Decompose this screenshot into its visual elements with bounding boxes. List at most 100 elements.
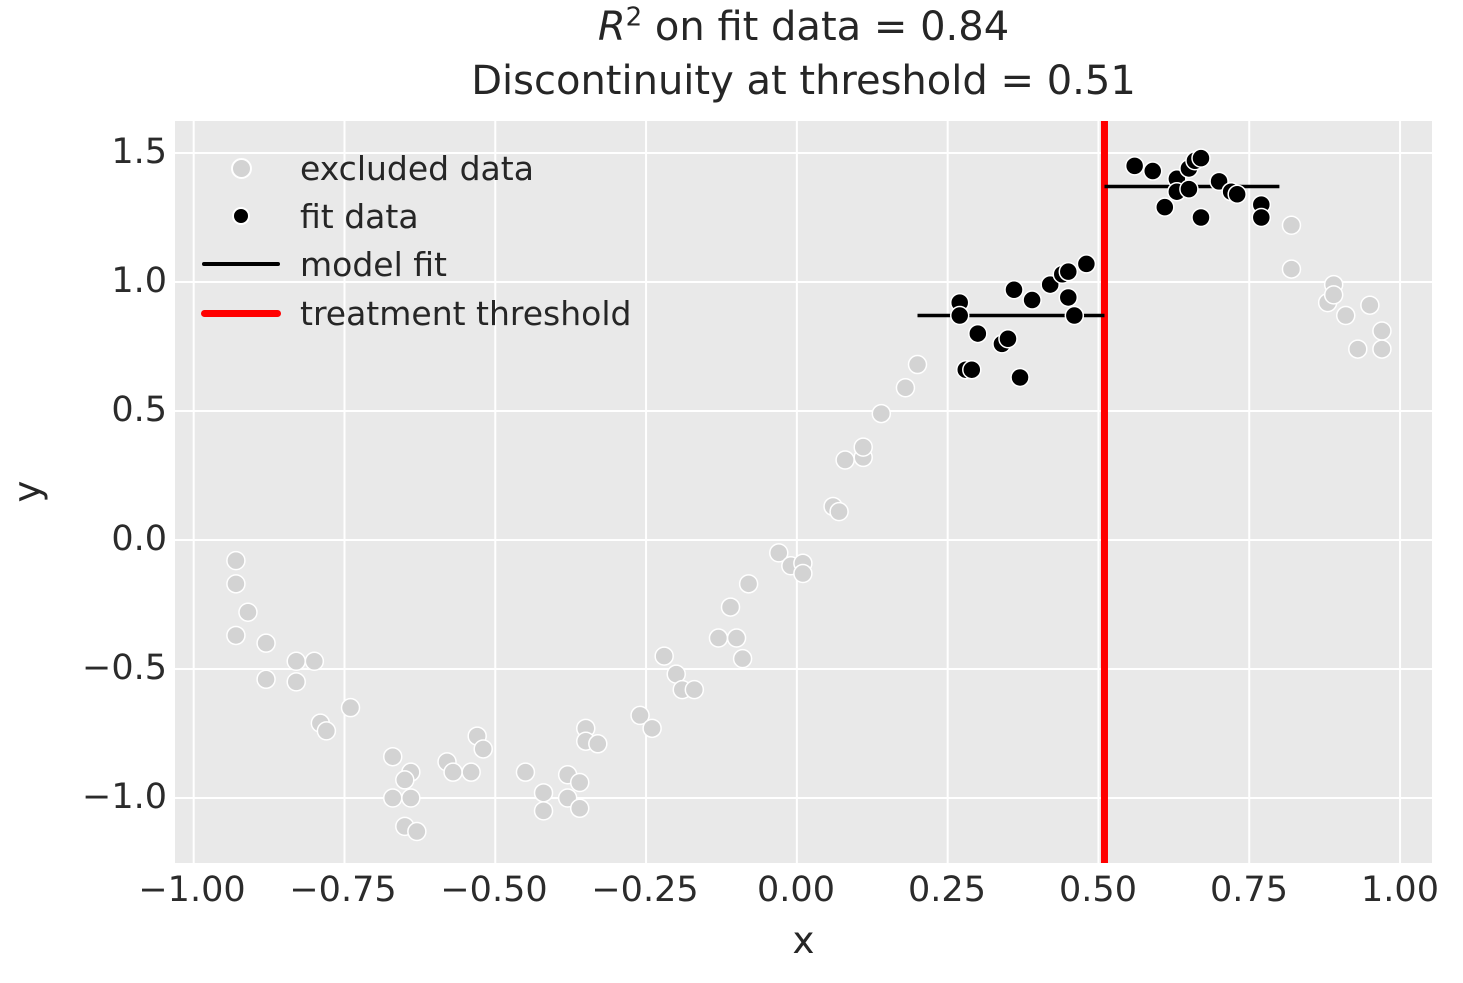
excluded-data-point: [256, 633, 276, 653]
excluded-data-point: [1323, 285, 1344, 305]
excluded-data-point: [533, 783, 554, 803]
y-tick-label: 1.5: [111, 132, 167, 172]
excluded-data-point: [1348, 339, 1368, 359]
excluded-data-point: [226, 625, 246, 646]
excluded-data-point: [1281, 215, 1302, 235]
treatment-threshold-line-icon: [201, 309, 281, 317]
excluded-data-point: [1281, 259, 1302, 279]
legend-item-excluded-data: excluded data: [198, 147, 534, 189]
excluded-data-point: [515, 762, 536, 782]
excluded-data-point: [382, 788, 403, 808]
excluded-data-point: [256, 669, 276, 690]
excluded-data-point: [533, 801, 554, 821]
excluded-data-point: [238, 602, 258, 622]
excluded-data-point: [1360, 295, 1380, 315]
fit-data-point: [1124, 156, 1145, 176]
excluded-data-point: [829, 501, 849, 522]
excluded-data-point: [907, 354, 928, 375]
y-axis-label: y: [5, 480, 49, 503]
legend-label: model fit: [300, 244, 447, 284]
excluded-data-point: [630, 705, 650, 726]
legend-item-treatment-threshold: treatment threshold: [198, 292, 631, 334]
x-tick-label: −0.50: [440, 870, 548, 910]
excluded-data-point: [708, 628, 729, 648]
excluded-data-point: [732, 648, 753, 669]
excluded-data-marker-icon: [230, 157, 252, 179]
fit-data-point: [1227, 184, 1247, 205]
excluded-data-point: [569, 798, 590, 819]
fit-data-point: [1058, 287, 1079, 308]
legend-swatch-box: [198, 157, 284, 179]
title-line1-text: on fit data = 0.84: [642, 4, 1010, 50]
fit-data-marker-icon: [232, 207, 250, 225]
fit-data-point: [998, 328, 1018, 349]
excluded-data-point: [871, 403, 892, 424]
model-fit-line-icon: [202, 262, 280, 266]
excluded-data-point: [895, 378, 916, 398]
excluded-data-point: [401, 788, 421, 808]
fit-data-point: [1142, 161, 1163, 181]
legend-label: treatment threshold: [300, 293, 632, 333]
excluded-data-point: [443, 762, 463, 782]
excluded-data-point: [1372, 321, 1392, 341]
excluded-data-point: [642, 718, 662, 739]
fit-data-point: [1179, 179, 1199, 199]
x-axis-label: x: [792, 919, 815, 962]
plot-area: [175, 121, 1432, 863]
fit-data-point: [1191, 148, 1211, 168]
y-tick-label: −1.0: [82, 777, 167, 817]
x-tick-label: 0.75: [1210, 870, 1288, 910]
fit-data-point: [1022, 290, 1042, 310]
excluded-data-point: [654, 646, 674, 666]
excluded-data-point: [1372, 339, 1392, 359]
excluded-data-point: [226, 550, 246, 571]
excluded-data-point: [316, 721, 337, 741]
legend-label: excluded data: [300, 148, 534, 188]
excluded-data-point: [473, 739, 493, 759]
excluded-data-point: [793, 563, 813, 584]
y-tick-label: 0.5: [111, 390, 167, 430]
excluded-data-point: [726, 628, 747, 648]
excluded-data-point: [340, 697, 361, 718]
excluded-data-point: [720, 597, 741, 617]
y-tick-label: −0.5: [82, 648, 167, 688]
x-tick-label: 0.25: [908, 870, 986, 910]
legend-swatch-box: [198, 262, 284, 266]
x-tick-label: −1.00: [138, 870, 246, 910]
fit-data-point: [949, 305, 970, 326]
x-tick-label: 1.00: [1361, 870, 1439, 910]
y-tick-label: 0.0: [111, 519, 167, 559]
excluded-data-point: [1335, 305, 1356, 326]
excluded-data-point: [588, 734, 608, 754]
fit-data-point: [962, 359, 982, 380]
y-tick-label: 1.0: [111, 261, 167, 301]
fit-data-point: [1191, 207, 1211, 228]
fit-data-point: [1010, 367, 1030, 388]
chart-title-line-1: R2 on fit data = 0.84: [175, 4, 1432, 50]
legend-swatch-box: [198, 309, 284, 317]
fit-data-point: [1058, 261, 1079, 282]
r-symbol: R: [597, 4, 626, 50]
fit-data-point: [1064, 305, 1085, 326]
chart-title-line-2: Discontinuity at threshold = 0.51: [471, 58, 1136, 104]
legend-item-fit-data: fit data: [198, 195, 419, 237]
excluded-data-point: [286, 651, 306, 671]
fit-data-point: [1155, 197, 1175, 217]
r-exponent: 2: [625, 2, 643, 33]
x-tick-label: −0.25: [591, 870, 699, 910]
excluded-data-point: [407, 821, 427, 842]
fit-data-point: [1251, 207, 1272, 228]
fit-data-point: [1076, 254, 1097, 274]
excluded-data-point: [382, 746, 403, 767]
excluded-data-point: [738, 574, 759, 594]
legend-swatch-box: [198, 207, 284, 225]
excluded-data-point: [569, 772, 590, 793]
excluded-data-point: [684, 679, 705, 700]
x-tick-label: 0.50: [1059, 870, 1137, 910]
excluded-data-point: [853, 437, 873, 457]
x-tick-label: −0.75: [289, 870, 397, 910]
excluded-data-point: [835, 450, 855, 470]
excluded-data-point: [304, 651, 325, 671]
